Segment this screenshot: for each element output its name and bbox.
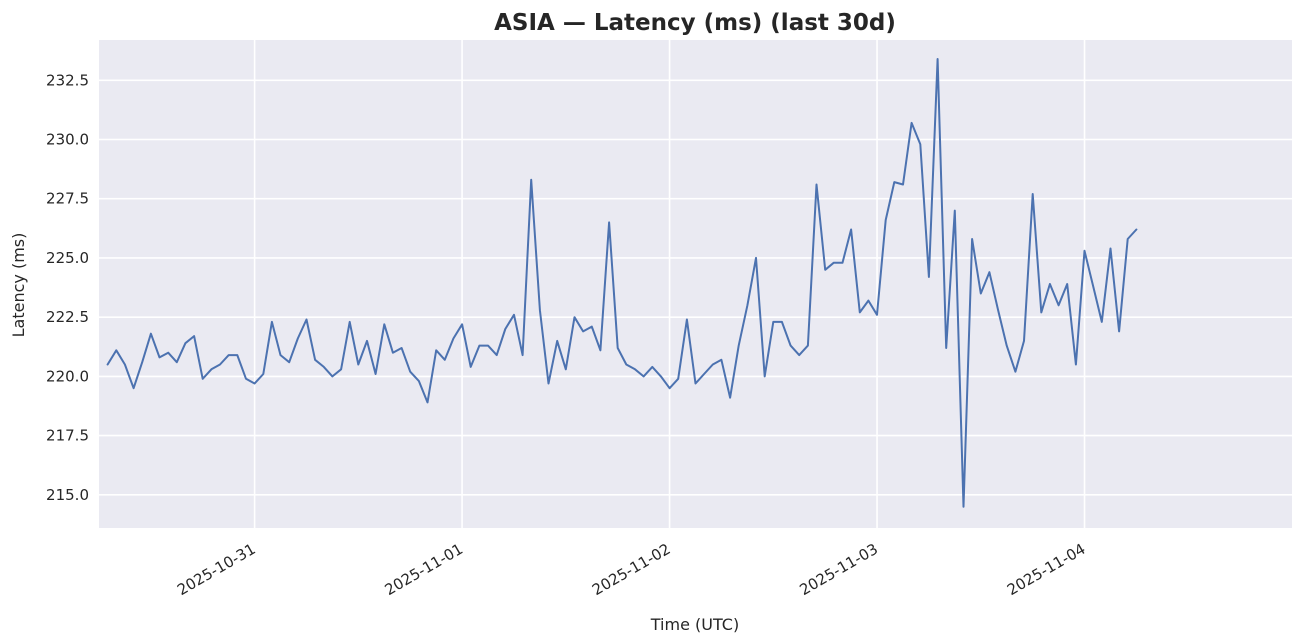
y-tick-label: 230.0 — [46, 130, 89, 148]
series-layer — [106, 58, 1138, 508]
y-tick-label: 225.0 — [46, 249, 89, 267]
x-tick-label: 2025-11-01 — [382, 540, 467, 599]
y-tick-label: 215.0 — [46, 486, 89, 504]
chart-title: ASIA — Latency (ms) (last 30d) — [494, 10, 896, 36]
x-tick-label: 2025-11-03 — [797, 540, 882, 599]
x-tick-label: 2025-11-02 — [589, 540, 674, 599]
y-tick-label: 217.5 — [46, 427, 89, 445]
y-axis-label: Latency (ms) — [9, 233, 28, 338]
x-axis-label: Time (UTC) — [650, 615, 739, 634]
x-grid — [253, 40, 1086, 528]
y-tick-label: 232.5 — [46, 71, 89, 89]
y-grid — [99, 79, 1292, 496]
x-tick-label: 2025-10-31 — [174, 540, 259, 599]
series-line — [106, 58, 1138, 508]
y-tick-label: 227.5 — [46, 190, 89, 208]
x-tick-label: 2025-11-04 — [1004, 540, 1089, 599]
plot-area — [99, 40, 1292, 528]
y-tick-label: 222.5 — [46, 308, 89, 326]
y-tick-label: 220.0 — [46, 367, 89, 385]
x-tick-labels: 2025-10-31 2025-11-01 2025-11-02 2025-11-03… — [174, 540, 1088, 599]
y-tick-labels: 215.0 217.5 220.0 222.5 225.0 227.5 230.0 232.5 — [46, 71, 89, 504]
